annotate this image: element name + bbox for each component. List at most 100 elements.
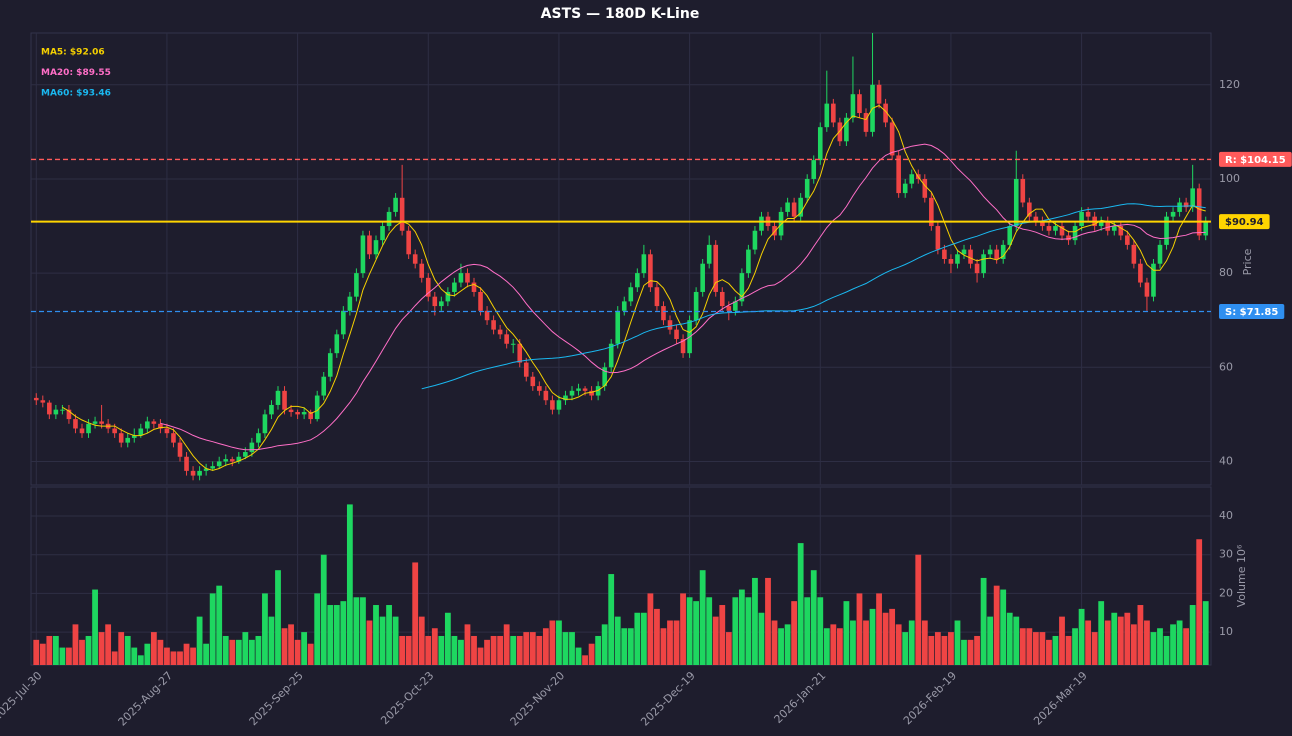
- candle-body: [256, 433, 261, 443]
- volume-bar: [438, 635, 445, 665]
- volume-bar: [1006, 612, 1013, 665]
- candle-body: [1000, 244, 1006, 259]
- candle-body: [994, 249, 999, 259]
- candle-body: [935, 226, 941, 250]
- candle-body: [961, 249, 967, 255]
- candle-body: [210, 466, 215, 469]
- candle-body: [798, 197, 803, 217]
- candle-body: [341, 310, 346, 335]
- volume-bar: [46, 635, 53, 665]
- volume-bar: [373, 605, 379, 665]
- candle-body: [131, 435, 137, 438]
- candle-body: [419, 263, 425, 278]
- volume-bar: [967, 639, 974, 665]
- candle-body: [1170, 211, 1176, 217]
- volume-bar: [353, 597, 360, 665]
- volume-bar: [301, 632, 308, 665]
- volume-bar: [111, 651, 118, 665]
- candle-body: [236, 456, 242, 462]
- candle-body: [393, 197, 398, 212]
- candle-body: [327, 353, 333, 377]
- candle-body: [412, 254, 418, 264]
- candle-body: [432, 296, 438, 307]
- candle-body: [654, 287, 660, 307]
- volume-bar: [39, 643, 46, 665]
- candle-body: [922, 178, 928, 198]
- volume-bar: [268, 616, 275, 665]
- y2-axis-label: Volume 10⁶: [1235, 544, 1248, 607]
- candle-body: [138, 428, 144, 436]
- candle-body: [752, 230, 758, 250]
- candle-body: [948, 259, 954, 264]
- volume-bar: [1163, 635, 1170, 665]
- candle-body: [478, 291, 483, 311]
- candle-body: [902, 183, 908, 194]
- candle-body: [86, 423, 91, 434]
- candle-body: [406, 230, 411, 255]
- volume-bar: [784, 624, 791, 665]
- volume-bar: [242, 632, 249, 665]
- volume-bar: [1032, 632, 1039, 665]
- candle-body: [269, 404, 274, 415]
- volume-bar: [360, 597, 366, 665]
- volume-bar: [719, 605, 726, 665]
- candle-body: [354, 273, 359, 297]
- volume-bar: [1072, 628, 1078, 665]
- x-tick-label: 2025-Nov-20: [508, 669, 567, 728]
- volume-bar: [1098, 601, 1105, 665]
- candle-body: [563, 395, 568, 401]
- volume-bar: [52, 635, 59, 665]
- candle-body: [249, 442, 255, 453]
- candle-body: [680, 339, 686, 354]
- candle-body: [1183, 202, 1189, 208]
- volume-bar: [902, 632, 909, 665]
- volume-bar: [1091, 632, 1098, 665]
- volume-bar: [1104, 620, 1111, 665]
- volume-bar: [673, 620, 680, 665]
- volume-bar: [667, 620, 673, 665]
- candle-body: [445, 291, 451, 302]
- volume-bar: [458, 639, 464, 665]
- volume-bar: [503, 624, 510, 665]
- candle-body: [1007, 226, 1013, 245]
- volume-bar: [79, 639, 85, 665]
- candle-body: [537, 386, 542, 391]
- candle-body: [504, 334, 509, 344]
- volume-bar: [738, 589, 745, 665]
- candle-body: [1033, 216, 1039, 222]
- candle-body: [844, 117, 849, 142]
- volume-bar: [987, 616, 994, 665]
- volume-bar: [451, 635, 458, 665]
- candle-body: [746, 249, 751, 274]
- volume-bar: [876, 593, 882, 665]
- volume-bar: [431, 628, 438, 665]
- candle-body: [380, 226, 385, 241]
- volume-bar: [680, 593, 686, 665]
- candle-body: [896, 155, 901, 194]
- candle-body: [974, 263, 980, 274]
- volume-bar: [1013, 616, 1020, 665]
- candle-body: [73, 419, 78, 429]
- candle-body: [772, 226, 777, 236]
- candle-body: [1085, 211, 1091, 217]
- candle-body: [295, 412, 300, 415]
- candle-body: [1190, 188, 1195, 208]
- candle-body: [759, 216, 764, 231]
- volume-bar: [327, 605, 334, 665]
- volume-bar: [601, 624, 608, 665]
- ma-line: [421, 203, 1206, 390]
- volume-bar: [262, 593, 268, 665]
- ma-line: [160, 143, 1206, 451]
- candle-body: [719, 291, 725, 307]
- volume-bar: [340, 601, 347, 665]
- volume-bar: [974, 635, 980, 665]
- volume-bar: [810, 570, 817, 665]
- volume-bar: [915, 554, 922, 665]
- x-tick-label: 2025-Jul-30: [0, 669, 45, 723]
- candle-body: [987, 249, 993, 255]
- volume-bar: [314, 593, 321, 665]
- candle-body: [968, 249, 973, 264]
- volume-bar: [255, 635, 262, 665]
- candle-body: [582, 388, 588, 391]
- volume-bar: [582, 655, 588, 665]
